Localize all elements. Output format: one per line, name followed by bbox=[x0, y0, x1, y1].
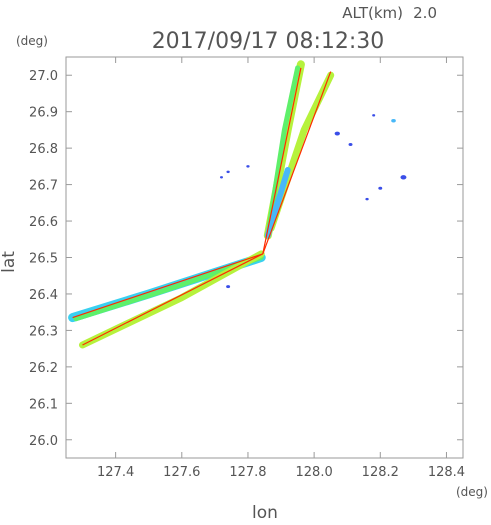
x-tick-label: 127.8 bbox=[229, 465, 266, 480]
ray-line bbox=[262, 67, 302, 255]
y-tick-label: 26.8 bbox=[29, 142, 58, 157]
y-tick-label: 26.5 bbox=[29, 252, 58, 267]
x-unit: (deg) bbox=[456, 485, 488, 499]
y-tick-label: 26.4 bbox=[29, 288, 58, 303]
echo-blob bbox=[246, 165, 250, 168]
ray-line bbox=[72, 253, 263, 319]
overlay-lines bbox=[72, 67, 332, 346]
echo-blob bbox=[226, 170, 230, 174]
y-axis-label: lat bbox=[0, 251, 19, 273]
x-tick-label: 128.2 bbox=[362, 465, 399, 480]
y-tick-label: 27.0 bbox=[29, 69, 58, 84]
echo-blob bbox=[226, 285, 231, 289]
y-tick-label: 26.7 bbox=[29, 179, 58, 194]
echo-blob bbox=[372, 114, 376, 117]
y-tick-label: 26.6 bbox=[29, 215, 58, 230]
x-tick-label: 127.6 bbox=[163, 465, 200, 480]
echo-blob bbox=[334, 131, 340, 136]
y-tick-label: 26.3 bbox=[29, 324, 58, 339]
altitude-value: 2.0 bbox=[413, 4, 437, 22]
y-unit: (deg) bbox=[16, 34, 48, 48]
echo-blob bbox=[391, 119, 396, 123]
echo-blobs bbox=[219, 114, 407, 289]
altitude-label: ALT(km) bbox=[342, 4, 403, 22]
ray-line bbox=[82, 253, 264, 346]
y-tick-label: 26.0 bbox=[29, 434, 58, 449]
x-tick-label: 127.4 bbox=[97, 465, 134, 480]
echo-bands bbox=[68, 60, 335, 349]
y-tick-label: 26.9 bbox=[29, 106, 58, 121]
x-tick-label: 128.4 bbox=[428, 465, 465, 480]
echo-band bbox=[264, 167, 291, 239]
y-tick-label: 26.2 bbox=[29, 361, 58, 376]
y-tick-label: 26.1 bbox=[29, 397, 58, 412]
echo-blob bbox=[348, 143, 353, 146]
timestamp: 2017/09/17 08:12:30 bbox=[152, 29, 385, 54]
echo-blob bbox=[365, 197, 369, 201]
x-tick-label: 128.0 bbox=[296, 465, 333, 480]
ticks: 127.4 127.6 127.8 128.0 128.2 128.4 26.0 26.1 26… bbox=[29, 57, 465, 480]
x-axis-label: lon bbox=[252, 503, 278, 521]
echo-blob bbox=[378, 186, 383, 190]
ray-line bbox=[262, 71, 332, 255]
echo-blob bbox=[400, 175, 407, 180]
echo-blob bbox=[219, 176, 223, 179]
